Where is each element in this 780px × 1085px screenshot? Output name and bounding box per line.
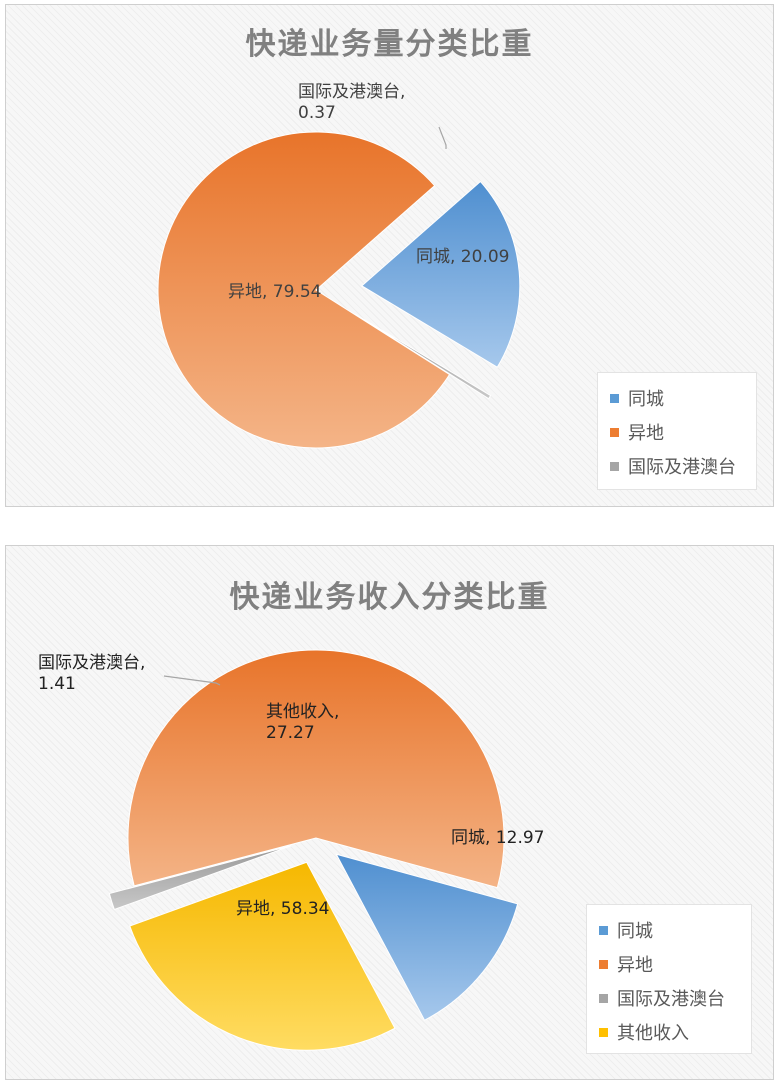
data-label: 同城, 20.09 (416, 247, 509, 267)
chart-title: 快递业务收入分类比重 (229, 580, 550, 615)
pie-plot-revenue: 同城, 12.97 异地, 58.34 国际及港澳台, 1.41 其他收入, 27.27 (38, 649, 544, 1051)
legend-item: 异地 (610, 415, 744, 449)
legend-label: 其他收入 (617, 1023, 689, 1044)
chart-panel-revenue: 快递业务收入分类比重 同城, 12.97 异地, 58.34 国际及港澳台, 1.41… (5, 545, 774, 1080)
legend-item: 同城 (599, 913, 739, 947)
legend-label: 国际及港澳台 (617, 989, 725, 1010)
pie-slice-3 (129, 861, 396, 1051)
pie-slice-2 (108, 845, 292, 911)
leader-line (163, 675, 221, 686)
pie-slice-0 (360, 180, 521, 368)
legend-label: 同城 (628, 389, 664, 410)
legend-swatch (599, 959, 608, 969)
pie-plot-volume: 同城, 20.09 异地, 79.54 国际及港澳台, 0.37 (157, 82, 521, 449)
legend: 同城 异地 国际及港澳台 (597, 372, 757, 490)
data-label: 异地, 58.34 (236, 899, 329, 919)
data-label: 异地, 79.54 (228, 282, 321, 302)
chart-title: 快递业务量分类比重 (245, 27, 534, 62)
legend-swatch (599, 925, 608, 935)
legend-item: 其他收入 (599, 1015, 739, 1049)
pie-slice-1 (127, 649, 505, 889)
legend-label: 国际及港澳台 (628, 457, 736, 478)
data-label: 同城, 12.97 (451, 828, 544, 848)
legend-label: 同城 (617, 921, 653, 942)
legend-swatch (599, 1027, 608, 1037)
pie-slice-2 (354, 313, 492, 400)
legend-item: 同城 (610, 381, 744, 415)
legend-swatch (599, 993, 608, 1003)
legend-item: 异地 (599, 947, 739, 981)
legend-label: 异地 (617, 955, 653, 976)
data-label: 国际及港澳台, 1.41 (38, 653, 145, 694)
pie-slice-0 (335, 853, 519, 1021)
legend-swatch (610, 461, 619, 471)
leader-line (438, 126, 447, 149)
legend-label: 异地 (628, 423, 664, 444)
data-label: 国际及港澳台, 0.37 (298, 82, 405, 123)
pie-slice-1 (157, 131, 451, 449)
chart-panel-volume: 快递业务量分类比重 同城, 20.09 异地, 79.54 国际及港澳台, 0.37 … (5, 4, 774, 507)
legend-swatch (610, 393, 619, 403)
data-label: 其他收入, 27.27 (266, 702, 339, 743)
legend-swatch (610, 427, 619, 437)
legend: 同城 异地 国际及港澳台 其他收入 (586, 904, 752, 1054)
legend-item: 国际及港澳台 (599, 981, 739, 1015)
legend-item: 国际及港澳台 (610, 449, 744, 483)
